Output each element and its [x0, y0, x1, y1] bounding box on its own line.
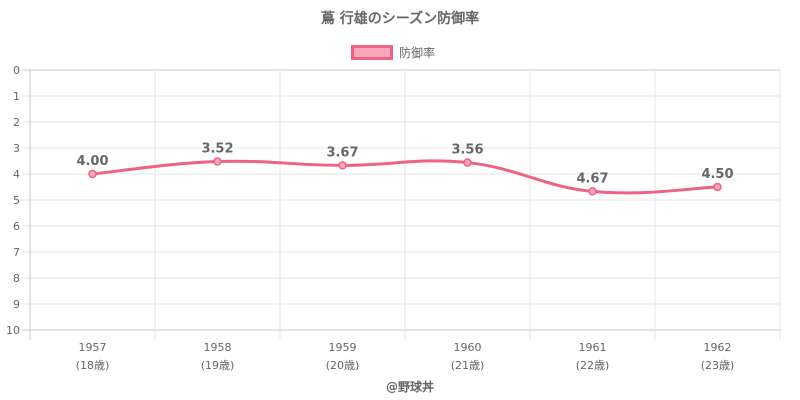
x-tick-label: 1961	[579, 341, 607, 354]
legend[interactable]: 防御率	[351, 45, 436, 60]
y-tick-label: 8	[13, 272, 20, 285]
x-tick-age-label: (18歳)	[76, 359, 110, 372]
y-tick-label: 10	[6, 324, 20, 337]
y-tick-label: 0	[13, 64, 20, 77]
series-line	[92, 159, 718, 195]
data-point[interactable]	[88, 169, 97, 179]
y-tick-label: 7	[13, 246, 20, 259]
x-tick-age-label: (19歳)	[201, 359, 235, 372]
y-tick-label: 9	[13, 298, 20, 311]
x-tick-age-label: (21歳)	[451, 359, 485, 372]
y-axis: 0 1 2 3 4 5 6 7 8 9 10	[6, 64, 20, 337]
data-point[interactable]	[463, 158, 472, 167]
data-label: 4.67	[576, 171, 608, 186]
x-tick-label: 1958	[204, 341, 232, 354]
x-tick-label: 1959	[329, 341, 357, 354]
grid	[22, 69, 781, 340]
data-point[interactable]	[338, 161, 347, 170]
y-tick-label: 6	[13, 220, 20, 233]
data-point[interactable]	[713, 182, 722, 192]
x-tick-age-label: (22歳)	[576, 359, 610, 372]
x-tick-label: 1962	[704, 341, 732, 354]
data-labels: 4.00 3.52 3.67 3.56 4.67 4.50	[76, 142, 733, 187]
data-point[interactable]	[213, 157, 222, 166]
chart-title: 蔦 行雄のシーズン防御率	[321, 10, 479, 27]
credit-label: @野球丼	[386, 379, 434, 394]
y-tick-label: 5	[13, 194, 20, 207]
data-label: 3.56	[451, 143, 483, 158]
legend-label: 防御率	[399, 45, 435, 60]
series-line-group	[92, 159, 718, 195]
x-tick-age-label: (23歳)	[701, 359, 735, 372]
data-label: 4.00	[76, 154, 108, 169]
data-label: 4.50	[701, 167, 733, 182]
y-tick-label: 4	[13, 168, 20, 181]
x-tick-label: 1957	[79, 341, 107, 354]
data-points	[88, 157, 722, 196]
data-label: 3.67	[326, 145, 358, 160]
x-tick-age-label: (20歳)	[326, 359, 360, 372]
y-tick-label: 2	[13, 116, 20, 129]
x-axis: 1957 (18歳) 1958 (19歳) 1959 (20歳) 1960 (21歳) 1961…	[76, 341, 735, 372]
data-label: 3.52	[201, 142, 233, 157]
legend-swatch	[351, 45, 393, 60]
y-tick-label: 3	[13, 142, 20, 155]
y-tick-label: 1	[13, 90, 20, 103]
data-point[interactable]	[588, 187, 597, 196]
x-tick-label: 1960	[454, 341, 482, 354]
